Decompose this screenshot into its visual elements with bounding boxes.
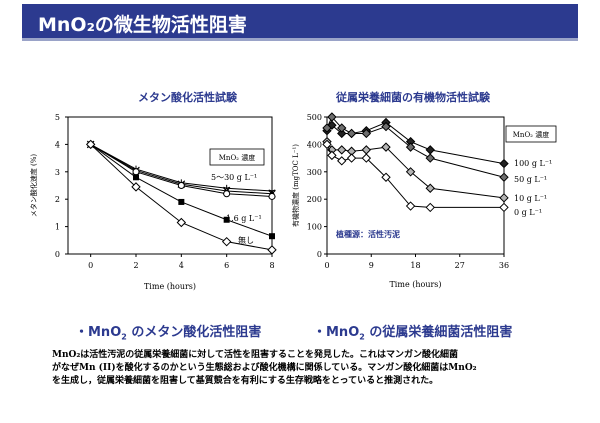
series-marker (499, 172, 509, 182)
y-tick-label: 300 (307, 168, 322, 177)
series-marker (177, 182, 185, 189)
series-marker (178, 198, 185, 205)
series-marker (268, 192, 276, 200)
series-marker (405, 142, 416, 152)
x-tick-label: 0 (88, 261, 93, 270)
y-tick-label: 0 (317, 250, 322, 259)
series-marker (337, 128, 347, 139)
series-marker (499, 202, 509, 213)
series-marker (132, 168, 140, 176)
y-tick-label: 200 (307, 195, 322, 204)
series-label: 0 g L⁻¹ (514, 208, 542, 217)
series-marker (425, 153, 435, 163)
series-marker (337, 145, 347, 155)
slide-title-bar: MnO₂の微生物活性阻害 (22, 4, 578, 41)
series-label: 1.6 g L⁻¹ (226, 214, 262, 223)
series-marker (405, 201, 416, 211)
series-marker (346, 153, 357, 163)
x-tick-label: 8 (269, 261, 274, 270)
y-tick-label: 5 (55, 113, 60, 122)
x-tick-label: 6 (224, 261, 229, 270)
y-axis-label: メタン酸化速度 (%) (29, 154, 38, 218)
body-line: を生成し，従属栄養細菌を阻害して基質競合を有利にする生存戦略をとっていると推測さ… (52, 376, 439, 386)
series-marker (499, 193, 509, 203)
series-marker (361, 145, 372, 155)
series-marker (425, 202, 435, 213)
left-chart-title: メタン酸化活性試験 (138, 91, 237, 104)
series-marker (223, 184, 231, 192)
x-tick-label: 4 (179, 261, 184, 270)
x-axis-label: Time (hours) (144, 282, 196, 291)
series-marker (381, 172, 391, 182)
series-marker (322, 123, 332, 133)
legend-box (505, 125, 557, 143)
y-tick-label: 3 (55, 168, 60, 177)
series-marker (499, 158, 509, 169)
legend-title: MnO₂ 濃度 (219, 153, 255, 162)
x-tick-label: 0 (324, 261, 329, 270)
x-tick-label: 36 (499, 261, 509, 270)
y-tick-label: 4 (55, 140, 60, 149)
series-marker (346, 128, 357, 139)
series-marker (223, 216, 230, 223)
series-marker (337, 123, 347, 133)
y-tick-label: 100 (307, 223, 322, 232)
y-tick-label: 500 (307, 113, 322, 122)
series-marker (425, 183, 435, 193)
series-marker (327, 150, 337, 161)
body-paragraph: MnO₂は活性汚泥の従属栄養細菌に対して活性を阻害することを発見した。これはマン… (52, 349, 572, 388)
y-tick-label: 0 (55, 250, 60, 259)
body-line: MnO₂は活性汚泥の従属栄養細菌に対して活性を阻害することを発見した。これはマン… (52, 350, 459, 360)
x-tick-label: 27 (455, 261, 465, 270)
series-label: 100 g L⁻¹ (514, 159, 552, 168)
series-marker (176, 217, 187, 228)
series-label: 50 g L⁻¹ (514, 175, 547, 184)
series-marker (381, 121, 391, 132)
legend-box (209, 148, 265, 166)
series-marker (327, 112, 337, 122)
series-marker (221, 236, 232, 247)
right-bullet: ・MnO2 の従属栄養細菌活性阻害 (313, 325, 513, 342)
series-marker (131, 182, 141, 192)
series-marker (405, 167, 416, 177)
y-axis-label: 有機物濃度 (mgTOC L⁻¹) (291, 144, 300, 227)
series-marker (322, 139, 332, 150)
right-chart-title: 従属栄養細菌の有機物活性試験 (336, 91, 490, 104)
series-label: 10 g L⁻¹ (514, 194, 547, 203)
series-marker (361, 153, 372, 163)
slide-title: MnO₂の微生物活性阻害 (38, 14, 247, 36)
series-marker (133, 174, 139, 181)
y-tick-label: 1 (55, 223, 60, 232)
series-label: 無し (238, 235, 254, 245)
plot-frame (67, 116, 273, 255)
series-marker (267, 245, 277, 255)
series-line (326, 116, 505, 178)
y-tick-label: 2 (55, 195, 60, 204)
x-tick-label: 2 (133, 261, 138, 270)
y-tick-label: 400 (307, 140, 322, 149)
left-bullet: ・MnO2 のメタン酸化活性阻害 (75, 325, 262, 342)
series-marker (269, 233, 275, 240)
series-marker (381, 142, 391, 152)
series-marker (223, 190, 231, 198)
x-tick-label: 18 (410, 261, 420, 270)
body-line: がなぜMn (II)を酸化するのかという生態総および酸化機構に関係している。マン… (52, 363, 477, 373)
series-marker (361, 128, 372, 139)
series-marker (425, 145, 435, 155)
series-marker (85, 139, 96, 150)
x-tick-label: 9 (369, 261, 374, 270)
series-label: 5〜30 g L⁻¹ (211, 173, 257, 182)
chart-annotation: 植種源：活性汚泥 (335, 229, 400, 239)
x-axis-label: Time (hours) (389, 280, 441, 289)
legend-title: MnO₂ 濃度 (513, 130, 549, 139)
series-marker (337, 156, 347, 166)
